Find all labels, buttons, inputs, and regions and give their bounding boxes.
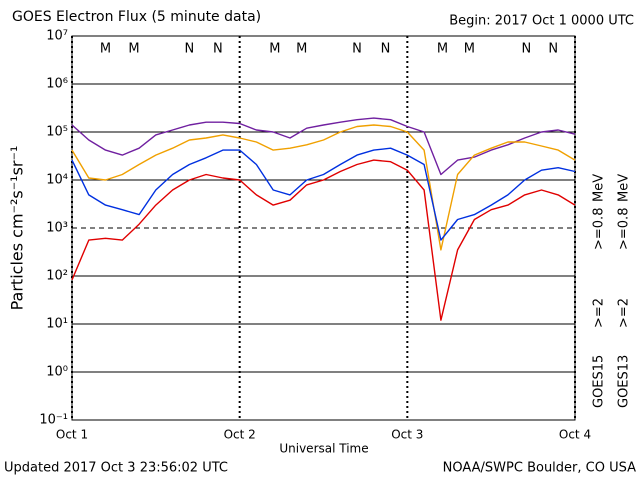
event-marker: M [296, 42, 307, 57]
legend-entry: >=2 [592, 298, 607, 328]
legend-unit: MeV [617, 174, 632, 202]
flux-line [71, 117, 576, 176]
chart-title: GOES Electron Flux (5 minute data) [12, 9, 261, 25]
y-tick-label: 10² [46, 269, 68, 284]
event-marker: N [548, 42, 558, 57]
event-marker: M [128, 42, 139, 57]
y-tick-label: 10⁵ [46, 125, 68, 140]
x-tick-label: Oct 4 [559, 428, 591, 442]
plot-frame [71, 35, 576, 421]
legend-column: GOES15 >=2 >=0.8 MeV [592, 174, 607, 408]
y-tick-label: 10⁰ [46, 365, 68, 380]
legend-column: GOES13 >=2 >=0.8 MeV [617, 174, 632, 408]
y-tick-label: 10³ [46, 221, 68, 236]
flux-line [71, 147, 576, 241]
legend-unit: MeV [592, 174, 607, 202]
legend-entry: >=0.8 [592, 208, 607, 250]
event-marker: M [464, 42, 475, 57]
y-tick-label: 10⁷ [46, 29, 68, 44]
y-axis-label: Particles cm⁻²s⁻¹sr⁻¹ [8, 146, 27, 311]
flux-line [71, 159, 576, 321]
event-marker: N [352, 42, 362, 57]
legend-entry: >=2 [617, 298, 632, 328]
event-marker: N [381, 42, 391, 57]
legend-entry: >=0.8 [617, 208, 632, 250]
y-tick-label: 10¹ [46, 317, 68, 332]
updated-label: Updated 2017 Oct 3 23:56:02 UTC [4, 461, 228, 476]
x-tick-label: Oct 3 [391, 428, 423, 442]
event-marker: M [437, 42, 448, 57]
flux-line [71, 124, 576, 251]
y-tick-label: 10⁴ [46, 173, 68, 188]
event-marker: M [100, 42, 111, 57]
event-marker: M [269, 42, 280, 57]
legend-title: GOES15 [592, 355, 607, 408]
legend-title: GOES13 [617, 355, 632, 408]
source-label: NOAA/SWPC Boulder, CO USA [443, 461, 636, 476]
x-tick-label: Oct 2 [224, 428, 256, 442]
y-tick-label: 10⁶ [46, 77, 68, 92]
x-tick-label: Oct 1 [56, 428, 88, 442]
x-axis-label: Universal Time [279, 442, 368, 456]
event-marker: N [213, 42, 223, 57]
y-tick-label: 10⁻¹ [39, 413, 68, 428]
begin-label: Begin: 2017 Oct 1 0000 UTC [449, 14, 634, 29]
event-marker: N [522, 42, 532, 57]
event-marker: N [184, 42, 194, 57]
